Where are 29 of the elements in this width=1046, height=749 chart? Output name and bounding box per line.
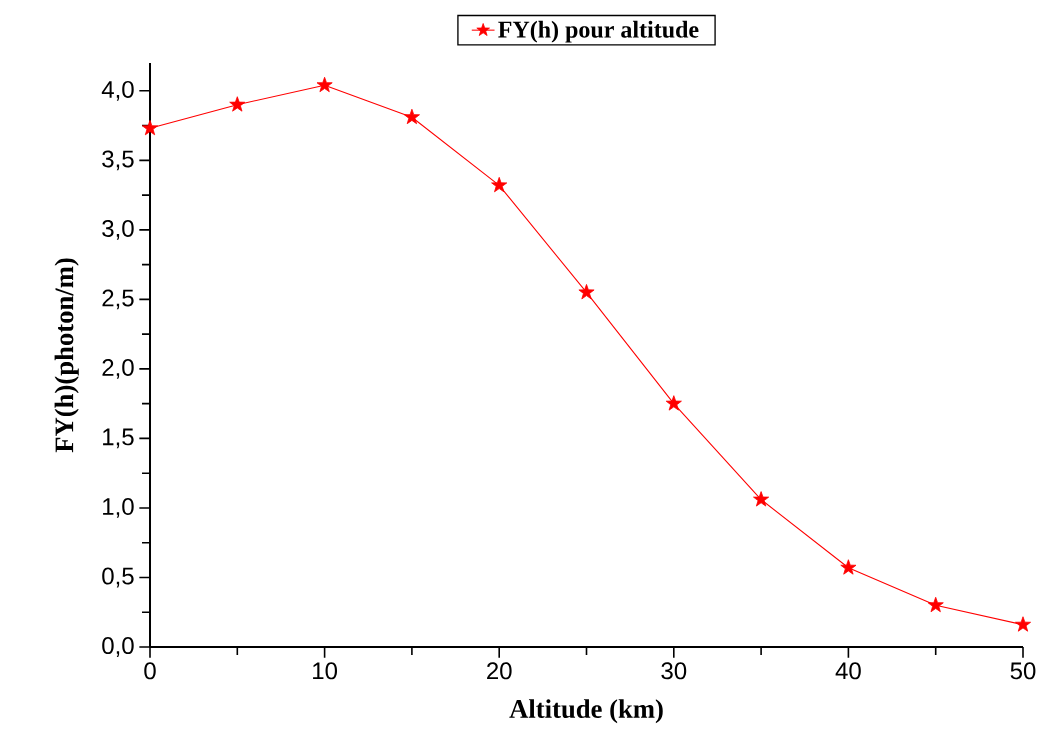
point: [753, 491, 770, 507]
point: [578, 284, 595, 300]
x-tick-label: 30: [661, 662, 687, 680]
point: [316, 76, 333, 93]
y-tick-label: 0,5: [102, 567, 134, 588]
y-tick-label: 3,0: [102, 219, 134, 240]
x-tick-label: 0: [144, 662, 156, 680]
point: [1014, 616, 1032, 632]
y-axis-title: FY(h)(photon/m): [54, 258, 79, 453]
x-tick-label: 40: [835, 662, 861, 680]
x-tick-label: 20: [487, 662, 512, 680]
y-tick-label: 3,5: [102, 150, 134, 171]
y-tick-label: 0,0: [102, 637, 134, 657]
point: [840, 559, 857, 575]
x-tick-label: 50: [1010, 662, 1036, 680]
point: [142, 119, 159, 136]
point: [927, 596, 944, 613]
point: [665, 395, 682, 411]
y-tick-label: 1,0: [103, 498, 134, 518]
x-axis-title: Altitude (km): [509, 699, 663, 724]
y-tick-label: 4,0: [101, 80, 134, 101]
y-tick-label: 2,5: [102, 289, 134, 310]
x-tick-label: 10: [313, 662, 338, 680]
y-tick-label: 1,5: [103, 428, 134, 449]
legend-label: FY(h) pour altitude: [498, 20, 699, 43]
point: [491, 176, 508, 193]
point: [403, 108, 420, 125]
y-tick-label: 2,0: [102, 358, 134, 379]
point: [229, 96, 246, 112]
